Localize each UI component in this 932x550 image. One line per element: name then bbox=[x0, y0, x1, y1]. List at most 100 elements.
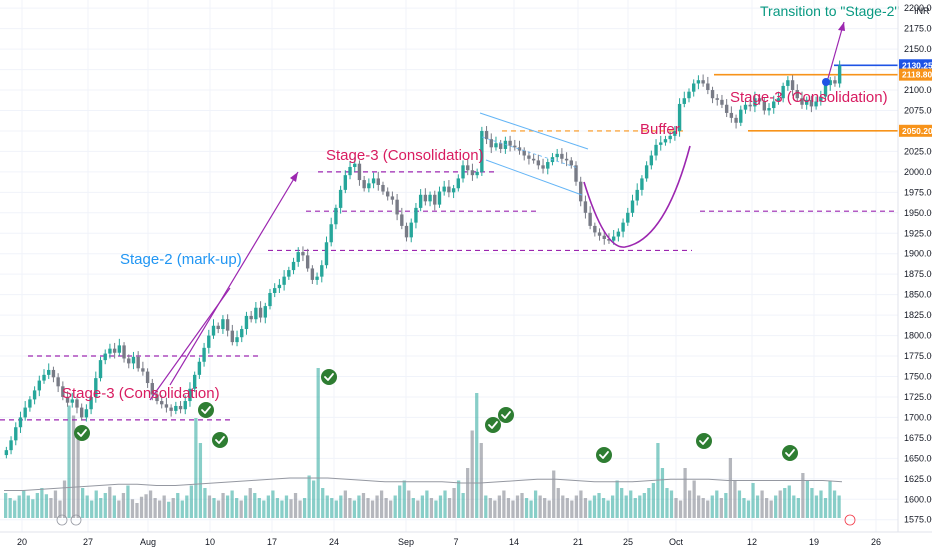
candle bbox=[833, 80, 837, 84]
candle bbox=[762, 101, 767, 111]
volume-bar bbox=[266, 495, 270, 518]
candles bbox=[4, 60, 842, 459]
y-tick-label: 1975.00 bbox=[904, 187, 932, 197]
volume-bar bbox=[49, 498, 53, 518]
volume-bar bbox=[293, 493, 298, 518]
price-axis[interactable]: 2200.002175.002150.002125.002100.002075.… bbox=[897, 0, 932, 532]
volume-bar bbox=[108, 486, 112, 518]
annotation-stage3-left: Stage-3 (Consolidation) bbox=[62, 385, 220, 402]
candle bbox=[390, 196, 395, 200]
volume-bar bbox=[4, 493, 8, 518]
y-tick-label: 1875.00 bbox=[904, 269, 932, 279]
candle bbox=[150, 383, 154, 395]
x-tick-label: 10 bbox=[205, 537, 215, 547]
volume-bar bbox=[180, 500, 184, 518]
candle bbox=[155, 394, 159, 402]
candle bbox=[635, 189, 639, 201]
candle bbox=[268, 293, 272, 307]
candle bbox=[772, 101, 776, 109]
volume-bar bbox=[212, 498, 216, 518]
volume-bar bbox=[361, 493, 366, 518]
candle bbox=[677, 103, 682, 131]
candle bbox=[508, 140, 512, 146]
price-label-text: 2050.20 bbox=[902, 126, 932, 136]
candle bbox=[724, 104, 729, 113]
volume-bar bbox=[533, 490, 538, 518]
volume-bar bbox=[620, 488, 624, 518]
candle bbox=[748, 104, 752, 107]
volume-bar bbox=[660, 468, 665, 518]
candle bbox=[437, 191, 442, 205]
candle bbox=[103, 353, 107, 361]
candle bbox=[823, 85, 828, 97]
annotation-transition: Transition to "Stage-2" bbox=[760, 3, 899, 19]
candle bbox=[466, 165, 470, 171]
candle bbox=[480, 130, 484, 172]
volume-bar bbox=[746, 500, 751, 518]
candle bbox=[56, 377, 60, 387]
candle bbox=[588, 212, 592, 226]
volume-bar bbox=[552, 470, 556, 518]
volume-bar bbox=[497, 495, 502, 518]
volume-bar bbox=[624, 495, 628, 518]
candle bbox=[192, 374, 197, 389]
candle bbox=[112, 348, 117, 353]
volume-bar bbox=[574, 495, 579, 518]
candle bbox=[583, 201, 588, 213]
candle bbox=[277, 284, 282, 289]
volume-bar bbox=[615, 480, 619, 518]
volume-bar bbox=[17, 495, 21, 518]
candle bbox=[169, 407, 173, 411]
volume-bar bbox=[783, 488, 787, 518]
candle bbox=[517, 147, 522, 151]
channel-bottom bbox=[485, 159, 583, 196]
volume-bar bbox=[529, 500, 533, 518]
candle bbox=[145, 371, 150, 384]
volume-bar bbox=[284, 495, 289, 518]
y-tick-label: 2150.00 bbox=[904, 44, 932, 54]
volume-bar bbox=[452, 488, 456, 518]
volume-bar bbox=[669, 490, 674, 518]
volume-bar bbox=[764, 498, 769, 518]
volume-bar bbox=[683, 468, 687, 518]
volume-bar bbox=[44, 494, 49, 518]
time-axis[interactable]: 20 27 Aug 10 17 24 Sep 7 14 21 25 Oct 12 19 26 bbox=[0, 531, 932, 547]
volume-bar bbox=[466, 468, 470, 518]
y-tick-label: 2175.00 bbox=[904, 24, 932, 34]
price-label-badge bbox=[899, 59, 932, 72]
candle bbox=[362, 180, 366, 189]
volume-bar bbox=[610, 495, 615, 518]
volume-bar bbox=[524, 498, 529, 518]
volume-bar bbox=[357, 495, 361, 518]
volume-bar bbox=[58, 500, 62, 518]
candle bbox=[51, 369, 56, 378]
volume-bar bbox=[126, 485, 130, 518]
candle bbox=[560, 153, 564, 159]
candle bbox=[221, 319, 225, 330]
candle bbox=[447, 186, 451, 193]
volume-bar bbox=[162, 495, 166, 518]
candle bbox=[781, 85, 785, 99]
markup-arrow bbox=[169, 171, 299, 386]
annotations: Stage-3 (Consolidation) Stage-2 (mark-up… bbox=[62, 3, 899, 402]
volume-bar bbox=[198, 443, 203, 518]
volume-bar bbox=[248, 488, 252, 518]
x-tick-label: 19 bbox=[809, 537, 819, 547]
volume-bar bbox=[796, 498, 800, 518]
candle bbox=[122, 345, 126, 359]
candle bbox=[786, 80, 790, 86]
candle bbox=[776, 98, 781, 102]
candle bbox=[343, 175, 348, 190]
candle bbox=[127, 358, 131, 364]
candle bbox=[61, 386, 65, 397]
candle bbox=[178, 405, 183, 410]
volume-bar bbox=[393, 495, 397, 518]
volume-bar bbox=[325, 495, 329, 518]
volume-bar bbox=[158, 500, 162, 518]
volume-bar bbox=[13, 500, 17, 518]
price-label-text: 2118.80 bbox=[902, 70, 932, 80]
volume-bar bbox=[26, 495, 30, 518]
volume-bar bbox=[167, 501, 171, 518]
volume-bar bbox=[588, 500, 592, 518]
